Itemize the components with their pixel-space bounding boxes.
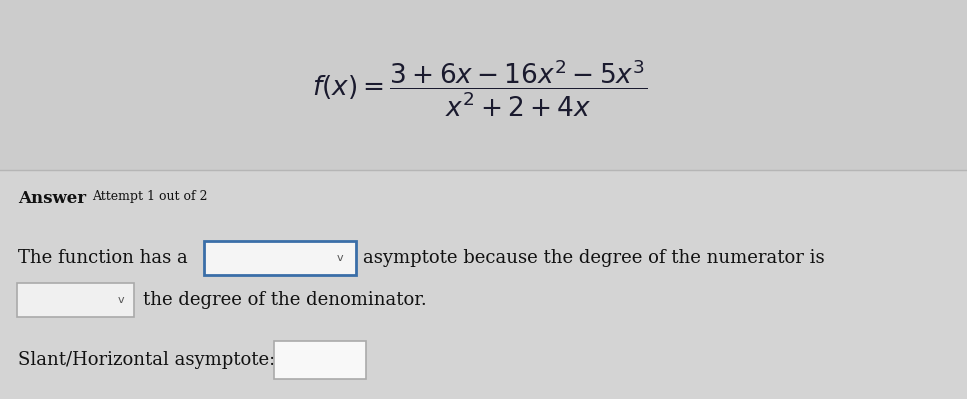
Text: Answer: Answer [18, 190, 86, 207]
Text: $f(x) = \dfrac{3 + 6x - 16x^2 - 5x^3}{x^2 + 2 + 4x}$: $f(x) = \dfrac{3 + 6x - 16x^2 - 5x^3}{x^… [312, 57, 648, 119]
Text: Slant/Horizontal asymptote:: Slant/Horizontal asymptote: [18, 351, 276, 369]
Text: The function has a: The function has a [18, 249, 188, 267]
FancyBboxPatch shape [17, 283, 134, 317]
Text: v: v [337, 253, 343, 263]
FancyBboxPatch shape [274, 341, 366, 379]
Bar [0, 0, 967, 170]
Text: v: v [118, 295, 125, 305]
Bar [0, 170, 967, 399]
Text: asymptote because the degree of the numerator is: asymptote because the degree of the nume… [363, 249, 825, 267]
FancyBboxPatch shape [204, 241, 356, 275]
Text: Attempt 1 out of 2: Attempt 1 out of 2 [92, 190, 208, 203]
Text: the degree of the denominator.: the degree of the denominator. [143, 291, 426, 309]
